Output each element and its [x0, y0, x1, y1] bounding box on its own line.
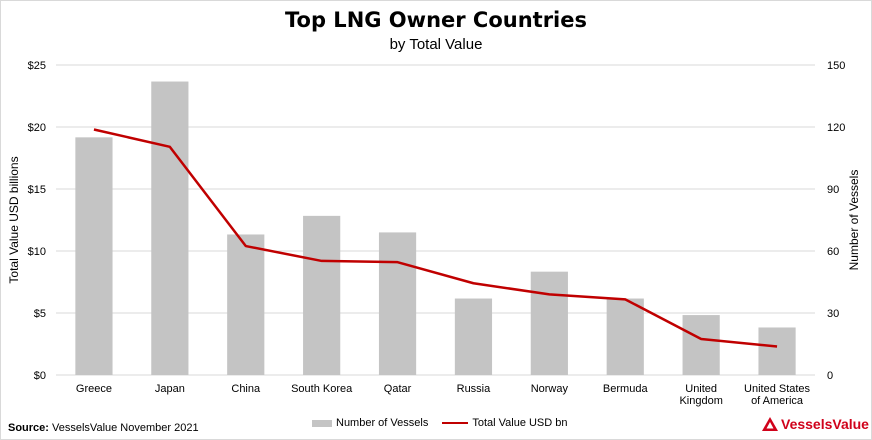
- legend-label-vessels: Number of Vessels: [336, 417, 429, 429]
- brand-triangle-icon: [762, 417, 778, 431]
- x-tick-label: United States of America: [744, 383, 811, 407]
- bar: [530, 271, 568, 375]
- y2-tick-label: 30: [827, 308, 839, 320]
- x-tick-label: Greece: [76, 383, 112, 395]
- y-axis-title: Total Value USD billions: [7, 156, 21, 283]
- x-tick-label: South Korea: [291, 383, 353, 395]
- series-line: [93, 128, 778, 348]
- chart-legend: Number of Vessels Total Value USD bn: [312, 417, 582, 429]
- bar: [378, 232, 417, 375]
- y-tick-label: $25: [28, 60, 46, 72]
- y2-tick-label: 60: [827, 246, 839, 258]
- y2-tick-label: 0: [827, 370, 833, 382]
- y-tick-label: $0: [34, 370, 46, 382]
- bar: [227, 234, 265, 375]
- y2-tick-label: 150: [827, 60, 845, 72]
- x-tick-label: Norway: [531, 383, 569, 395]
- y2-tick-label: 120: [827, 122, 845, 134]
- legend-item-vessels: Number of Vessels: [312, 417, 428, 429]
- bar: [682, 315, 720, 375]
- y2-tick-label: 90: [827, 184, 839, 196]
- y2-axis-title: Number of Vessels: [847, 170, 861, 271]
- y-tick-label: $10: [28, 246, 46, 258]
- chart-title: Top LNG Owner Countries: [285, 8, 587, 32]
- source-label: Source:: [8, 422, 49, 434]
- bar: [75, 137, 113, 375]
- legend-swatch-bar: [312, 419, 332, 427]
- legend-label-value: Total Value USD bn: [472, 417, 568, 429]
- bar: [454, 298, 493, 375]
- bar: [151, 81, 189, 376]
- legend-item-value: Total Value USD bn: [442, 417, 568, 429]
- brand-logo: VesselsValue: [762, 416, 869, 432]
- source-text: VesselsValue November 2021: [48, 422, 199, 434]
- bar: [606, 298, 644, 375]
- bar: [303, 215, 341, 375]
- x-tick-label: Russia: [457, 383, 492, 395]
- bar: [758, 327, 796, 375]
- brand-name: VesselsValue: [781, 416, 869, 432]
- x-tick-label: China: [231, 383, 261, 395]
- source-note: Source: VesselsValue November 2021: [8, 422, 199, 434]
- x-tick-label: United Kingdom: [679, 383, 722, 407]
- legend-swatch-line: [442, 422, 469, 424]
- x-tick-label: Japan: [155, 383, 185, 395]
- y-tick-label: $20: [28, 122, 46, 134]
- y-tick-label: $15: [28, 184, 46, 196]
- y-tick-label: $5: [34, 308, 46, 320]
- x-tick-label: Qatar: [384, 383, 412, 395]
- chart-subtitle: by Total Value: [389, 36, 483, 53]
- x-tick-label: Bermuda: [603, 383, 649, 395]
